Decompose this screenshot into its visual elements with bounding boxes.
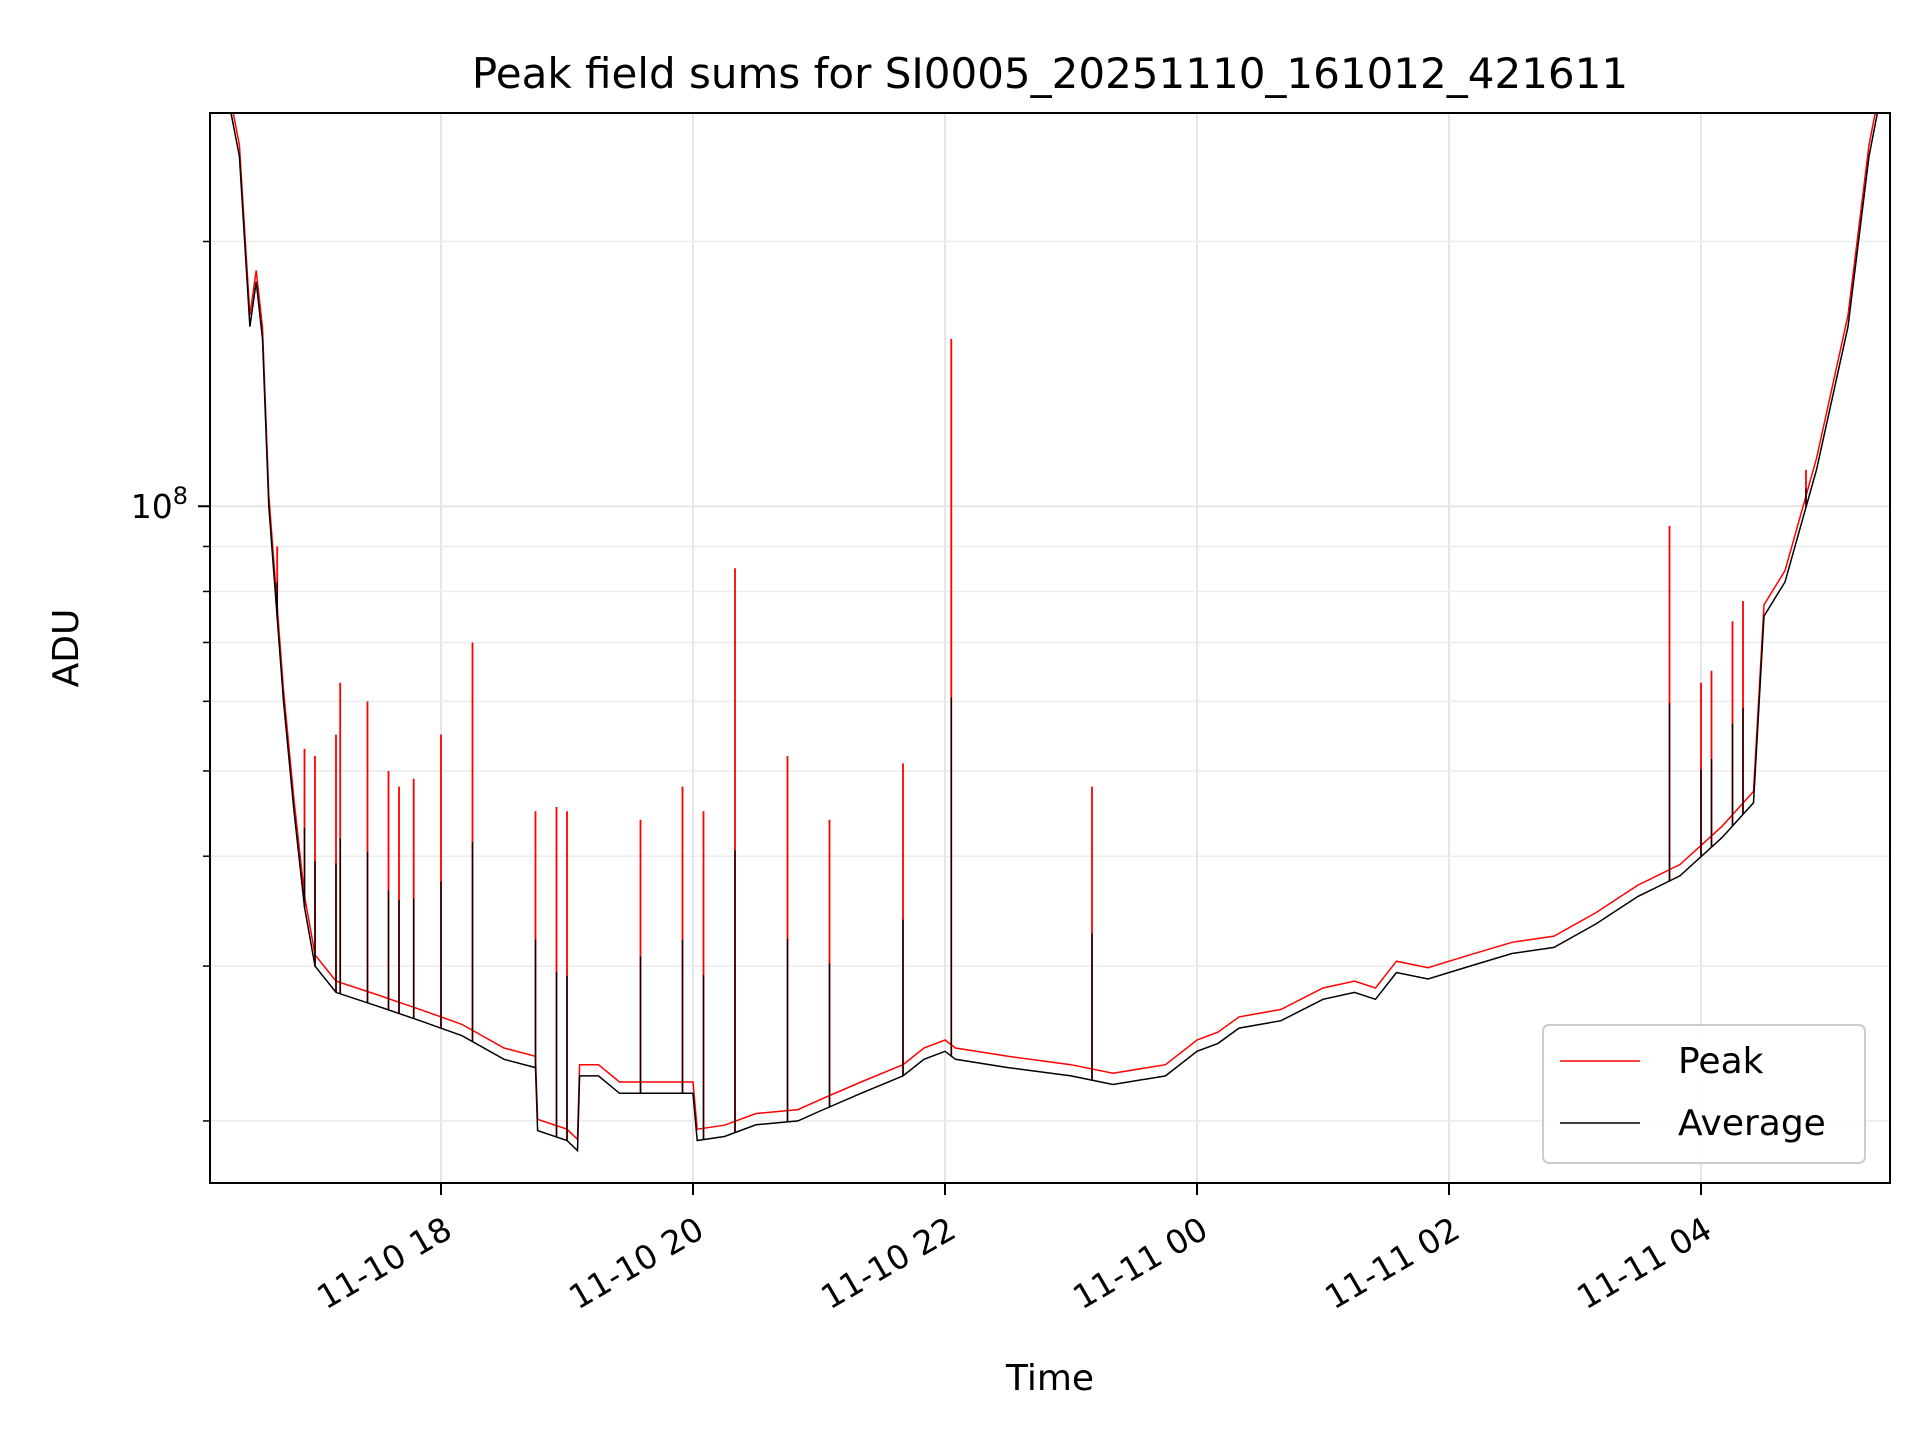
chart-title: Peak field sums for SI0005_20251110_1610… xyxy=(472,49,1628,98)
grid-lines xyxy=(210,113,1890,1183)
legend-box xyxy=(1542,1024,1866,1164)
plot-series xyxy=(210,113,1890,1153)
legend: Peak Average xyxy=(1542,1024,1866,1164)
y-axis-label: ADU xyxy=(46,609,87,688)
legend-average-label: Average xyxy=(1678,1103,1826,1144)
y-tick-label-major: 108 xyxy=(131,482,188,526)
x-axis-label: Time xyxy=(1005,1358,1094,1399)
plot-frame xyxy=(209,112,1891,1184)
legend-peak-label: Peak xyxy=(1678,1041,1764,1082)
